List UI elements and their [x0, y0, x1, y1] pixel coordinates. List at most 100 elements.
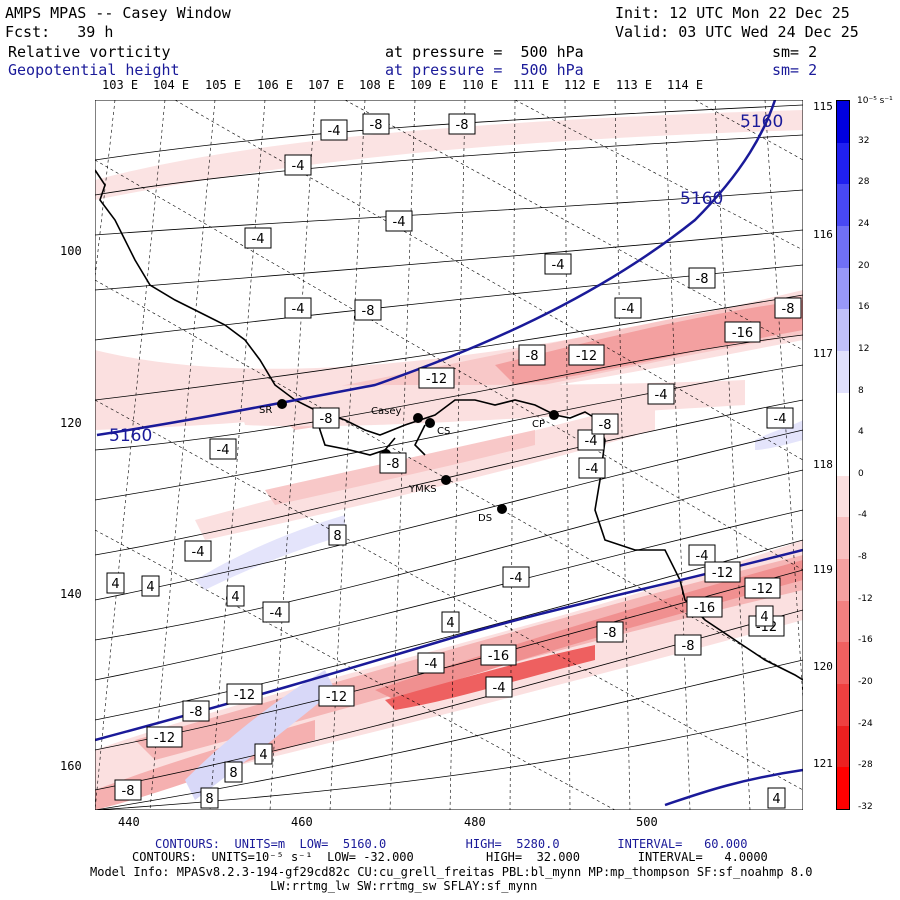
vorticity-label: -4: [766, 407, 794, 429]
y-axis-label: 100: [60, 244, 82, 258]
vorticity-label: -4: [502, 566, 530, 588]
svg-text:-12: -12: [752, 582, 773, 597]
field2-level: at pressure = 500 hPa: [385, 61, 584, 79]
station-label: CP: [532, 419, 545, 430]
svg-text:-12: -12: [234, 688, 255, 703]
vorticity-label: -8: [774, 297, 802, 319]
field2-smoothing: sm= 2: [772, 61, 818, 79]
y-axis-label: 140: [60, 587, 82, 601]
svg-text:-4: -4: [192, 545, 205, 560]
y-axis-label: 120: [60, 416, 82, 430]
height-label: 5160: [109, 426, 152, 446]
vorticity-label: -4: [614, 297, 642, 319]
x-axis-label: 500: [636, 815, 658, 829]
field1-name: Relative vorticity: [8, 43, 171, 61]
svg-text:-4: -4: [655, 388, 668, 403]
vorticity-label: -16: [686, 596, 723, 618]
colorbar-segment: [837, 184, 849, 227]
vorticity-label: -8: [362, 113, 390, 135]
vorticity-label: 8: [224, 761, 243, 783]
station-dot-ymks: [441, 475, 451, 485]
init-time: Init: 12 UTC Mon 22 Dec 25: [615, 4, 850, 22]
vorticity-label: -8: [518, 344, 546, 366]
svg-text:-8: -8: [782, 302, 795, 317]
svg-text:-8: -8: [456, 118, 469, 133]
svg-text:-4: -4: [585, 434, 598, 449]
colorbar-segment: [837, 309, 849, 352]
vorticity-label: -4: [577, 429, 605, 451]
top-longitude-label: 107 E: [308, 78, 345, 92]
svg-text:-8: -8: [604, 626, 617, 641]
svg-text:-8: -8: [370, 118, 383, 133]
field1-smoothing: sm= 2: [772, 43, 818, 61]
vorticity-label: 4: [226, 585, 245, 607]
colorbar-segment: [837, 101, 849, 144]
svg-text:-12: -12: [712, 566, 733, 581]
vorticity-label: -12: [146, 726, 183, 748]
svg-text:8: 8: [333, 529, 341, 544]
colorbar-tick: 24: [858, 218, 870, 229]
vorticity-label: -8: [312, 407, 340, 429]
x-axis-label: 480: [464, 815, 486, 829]
station-label: Casey: [371, 406, 401, 417]
vorticity-label: -4: [284, 297, 312, 319]
top-longitude-label: 104 E: [153, 78, 190, 92]
vorticity-label: -4: [262, 601, 290, 623]
svg-text:-4: -4: [393, 215, 406, 230]
vorticity-label: -8: [688, 267, 716, 289]
x-axis-label: 460: [291, 815, 313, 829]
colorbar-tick: -16: [858, 635, 873, 646]
vorticity-label: -8: [674, 634, 702, 656]
height-label: 5160: [740, 112, 783, 132]
colorbar-tick: -32: [858, 802, 873, 812]
vorticity-contour-info: CONTOURS: UNITS=10⁻⁵ s⁻¹ LOW= -32.000 HI…: [132, 850, 768, 864]
colorbar-segment: [837, 225, 849, 269]
svg-text:-4: -4: [552, 258, 565, 273]
model-title: AMPS MPAS -- Casey Window: [5, 4, 231, 22]
svg-text:-16: -16: [694, 601, 715, 616]
svg-text:-4: -4: [425, 657, 438, 672]
station-dot-cp: [549, 410, 559, 420]
top-longitude-label: 108 E: [359, 78, 396, 92]
field2-name: Geopotential height: [8, 61, 180, 79]
svg-text:4: 4: [760, 610, 768, 625]
colorbar-segment: [837, 267, 849, 310]
vorticity-label: -4: [485, 676, 513, 698]
colorbar-segment: [837, 392, 849, 435]
colorbar-tick: 12: [858, 343, 870, 354]
svg-text:-4: -4: [586, 462, 599, 477]
colorbar-units: 10⁻⁵ s⁻¹: [857, 96, 893, 106]
vorticity-label: 4: [141, 575, 160, 597]
svg-text:-4: -4: [696, 549, 709, 564]
svg-text:-12: -12: [326, 690, 347, 705]
station-label: SR: [259, 405, 272, 416]
forecast-hour: Fcst: 39 h: [5, 23, 114, 41]
station-label: YMKS: [408, 484, 437, 495]
svg-text:-4: -4: [292, 302, 305, 317]
svg-text:-4: -4: [622, 302, 635, 317]
colorbar-tick: 16: [858, 302, 870, 313]
svg-text:4: 4: [446, 616, 454, 631]
y-axis-label: 160: [60, 759, 82, 773]
lat-lon-grid: [95, 100, 803, 810]
colorbar-tick: -28: [858, 760, 873, 771]
svg-text:8: 8: [205, 792, 213, 807]
vorticity-label: -4: [688, 544, 716, 566]
top-longitude-label: 113 E: [616, 78, 653, 92]
vorticity-label: -4: [320, 119, 348, 141]
vorticity-label: 8: [200, 787, 219, 809]
svg-text:-12: -12: [426, 372, 447, 387]
top-longitude-label: 105 E: [205, 78, 242, 92]
vorticity-label: -12: [568, 344, 605, 366]
height-labels: 5160 5160 5160: [109, 112, 783, 446]
vorticity-label: -4: [244, 227, 272, 249]
station-dot-sr: [277, 399, 287, 409]
colorbar-segment: [837, 600, 849, 643]
colorbar-tick: -12: [858, 593, 873, 604]
colorbar-segment: [837, 142, 849, 185]
svg-text:-12: -12: [154, 731, 175, 746]
vorticity-label: -12: [744, 577, 781, 599]
svg-text:-8: -8: [696, 272, 709, 287]
svg-text:-4: -4: [270, 606, 283, 621]
colorbar-tick: -24: [858, 718, 873, 729]
